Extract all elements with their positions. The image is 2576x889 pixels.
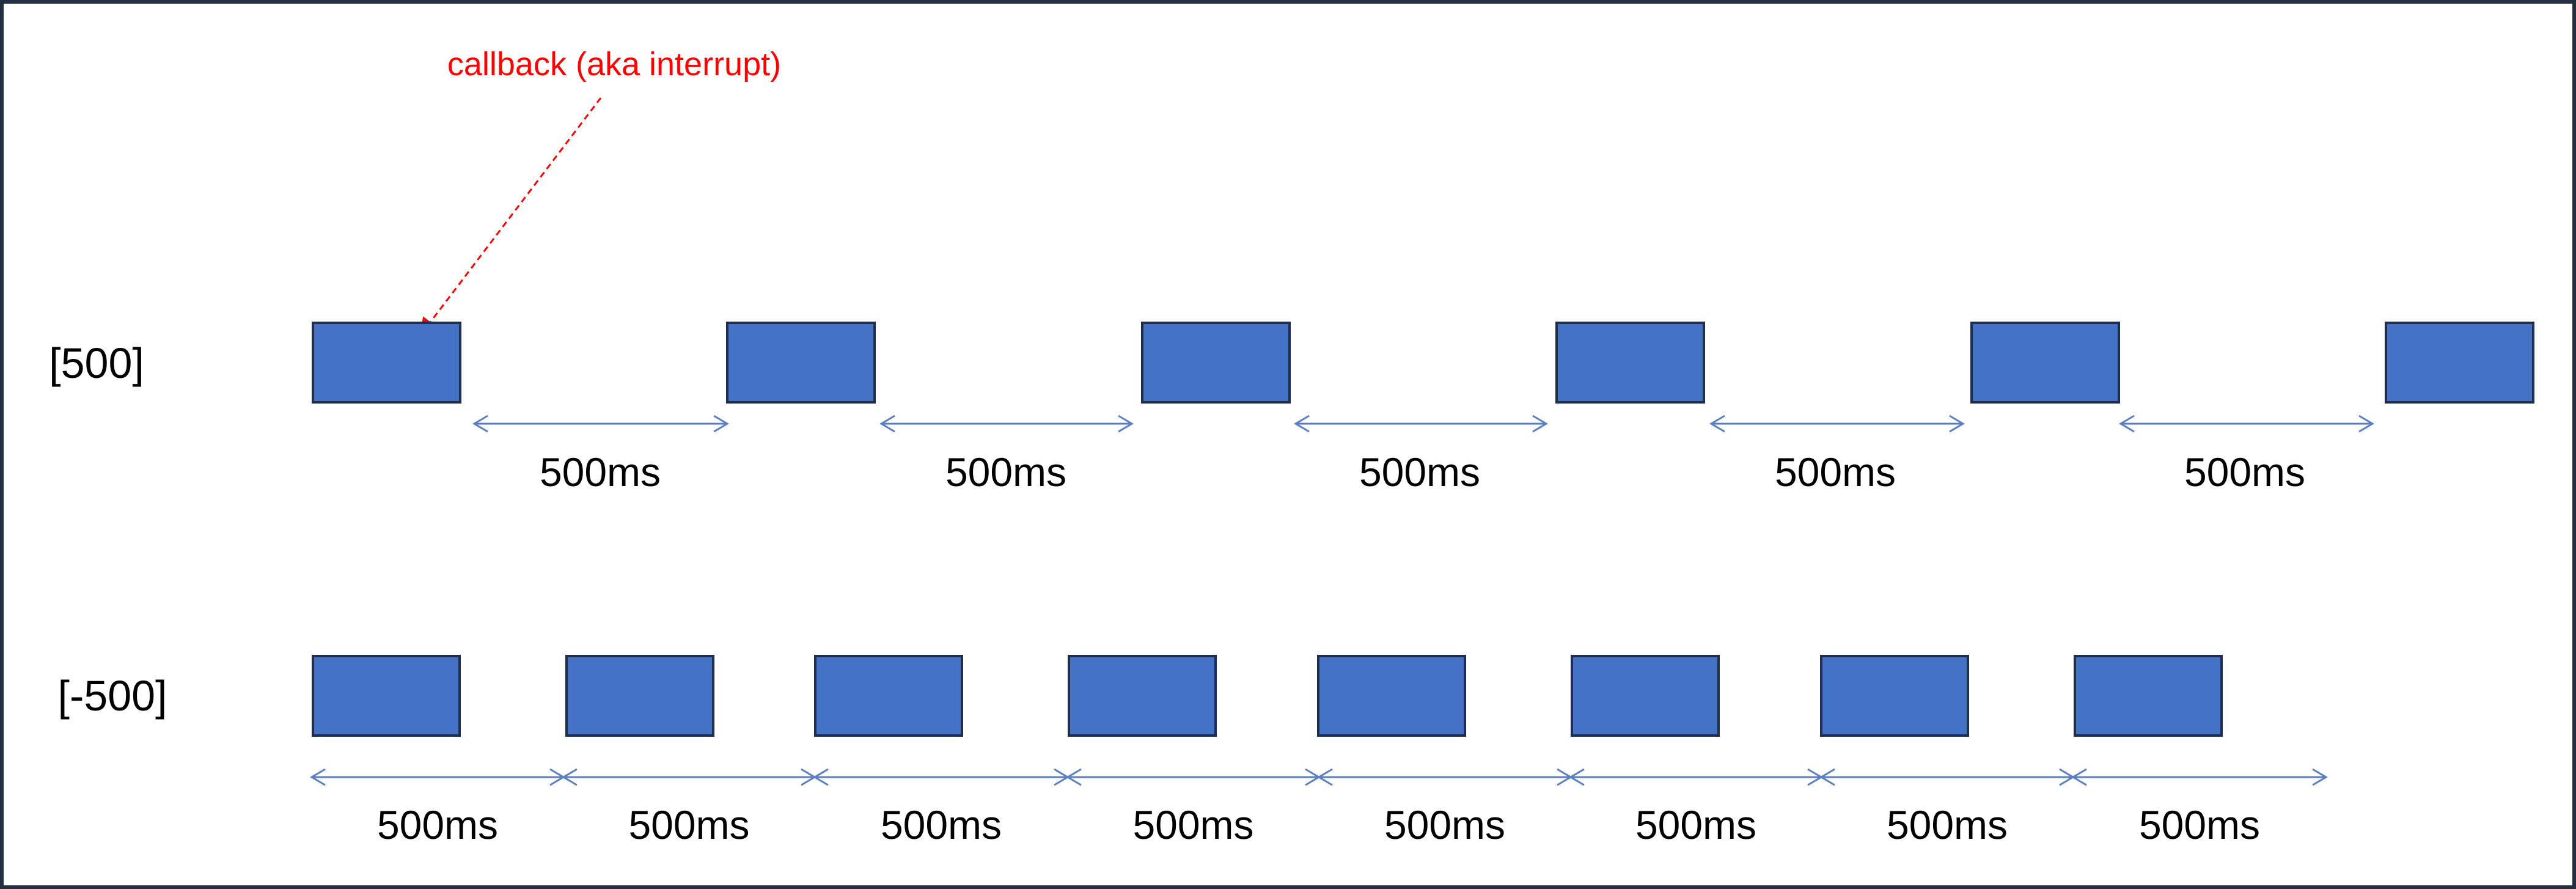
- row-500-interval-arrow-5: [2119, 415, 2374, 433]
- row-label-neg500: [-500]: [58, 672, 167, 720]
- row-neg500-interval-arrow-8: [2071, 768, 2328, 786]
- row-500-interval-arrow-1: [472, 415, 729, 433]
- row-500-interval-labels: 500ms 500ms 500ms 500ms 500ms: [540, 449, 2305, 495]
- row-500-interval-arrow-2: [879, 415, 1134, 433]
- row-500-interval-label-2: 500ms: [945, 449, 1066, 495]
- row-500-block-3: [1141, 322, 1291, 404]
- row-neg500-interval-label-3: 500ms: [881, 802, 1002, 847]
- row-neg500-interval-label-1: 500ms: [377, 802, 498, 847]
- annotation-arrow: [419, 97, 602, 337]
- row-neg500-interval-label-8: 500ms: [2139, 802, 2260, 847]
- row-neg500-interval-label-5: 500ms: [1384, 802, 1505, 847]
- row-500-block-4: [1555, 322, 1705, 404]
- row-neg500-block-7: [1820, 655, 1969, 737]
- row-neg500-block-8: [2074, 655, 2223, 737]
- row-neg500-intervals: [310, 768, 2328, 786]
- row-neg500-block-4: [1068, 655, 1217, 737]
- row-neg500-blocks: [312, 655, 2223, 737]
- row-500-block-2: [726, 322, 876, 404]
- row-500-interval-arrow-3: [1294, 415, 1548, 433]
- row-neg500-interval-label-4: 500ms: [1132, 802, 1253, 847]
- row-neg500-block-5: [1317, 655, 1466, 737]
- row-500-interval-label-4: 500ms: [1775, 449, 1896, 495]
- row-neg500-interval-label-6: 500ms: [1635, 802, 1756, 847]
- row-500-block-1: [312, 322, 461, 404]
- row-neg500-block-3: [814, 655, 963, 737]
- row-neg500-block-6: [1571, 655, 1720, 737]
- row-500-blocks: [312, 322, 2534, 404]
- row-500-block-6: [2385, 322, 2534, 404]
- row-label-500: [500]: [49, 339, 144, 387]
- row-neg500-block-2: [565, 655, 714, 737]
- row-neg500-interval-labels: 500ms 500ms 500ms 500ms 500ms 500ms 500ms 500ms: [377, 802, 2260, 847]
- row-neg500-interval-label-7: 500ms: [1887, 802, 2008, 847]
- row-500-interval-label-5: 500ms: [2184, 449, 2305, 495]
- row-500-interval-label-1: 500ms: [540, 449, 661, 495]
- annotation-callback-label: callback (aka interrupt): [447, 46, 781, 83]
- row-500-block-5: [1970, 322, 2120, 404]
- row-neg500-interval-label-2: 500ms: [628, 802, 749, 847]
- row-500-interval-arrow-4: [1709, 415, 1965, 433]
- row-500-intervals: [472, 415, 2374, 433]
- row-500-interval-label-3: 500ms: [1359, 449, 1480, 495]
- row-neg500-block-1: [312, 655, 461, 737]
